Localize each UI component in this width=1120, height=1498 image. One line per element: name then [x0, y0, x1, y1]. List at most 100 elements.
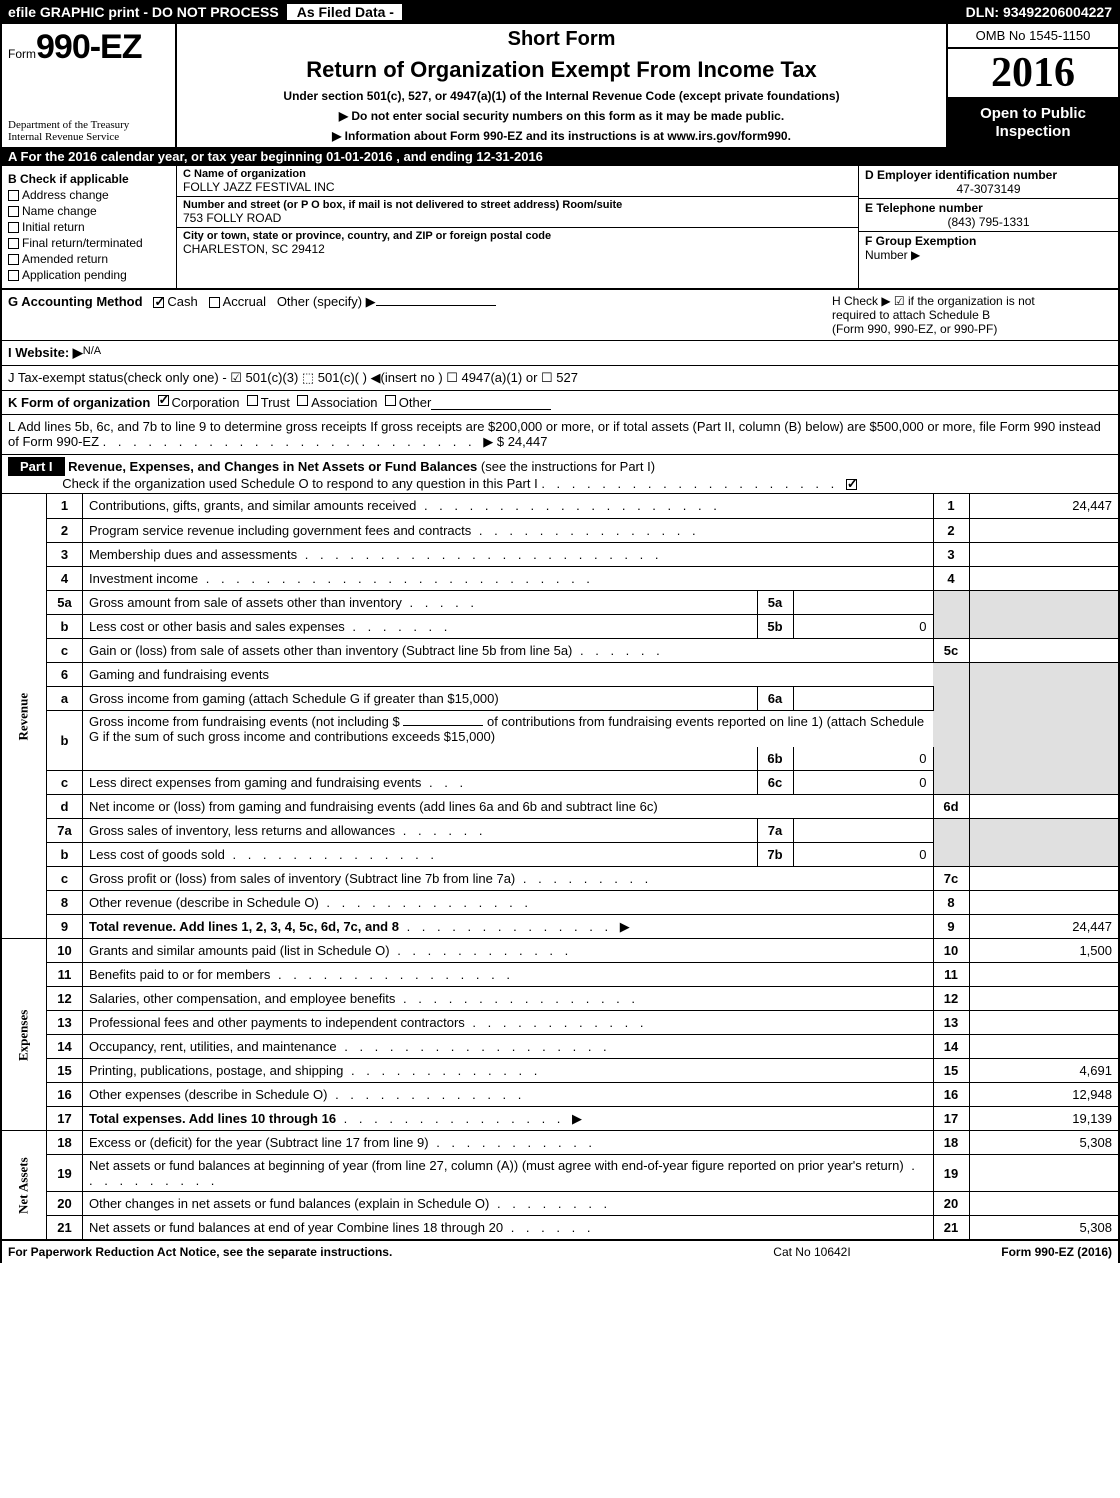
title-cell: Short Form Return of Organization Exempt…	[177, 24, 948, 147]
l6c-subamt: 0	[793, 771, 933, 795]
check-amended[interactable]: Amended return	[8, 252, 170, 266]
l5a-sub: 5a	[757, 590, 793, 614]
section-b-checks: B Check if applicable Address change Nam…	[2, 166, 177, 288]
city-row: City or town, state or province, country…	[177, 228, 858, 258]
check-name[interactable]: Name change	[8, 204, 170, 218]
corp-checkbox[interactable]	[158, 395, 169, 406]
dept-irs: Internal Revenue Service	[8, 131, 169, 143]
l6c-desc: Less direct expenses from gaming and fun…	[83, 771, 758, 795]
l16-desc: Other expenses (describe in Schedule O) …	[83, 1083, 934, 1107]
l6c-sub: 6c	[757, 771, 793, 795]
l7a-sub: 7a	[757, 819, 793, 843]
l17-num: 17	[47, 1107, 83, 1131]
other-label: Other (specify) ▶	[277, 294, 376, 309]
l21-desc: Net assets or fund balances at end of ye…	[83, 1216, 934, 1240]
l6d-amt	[969, 795, 1119, 819]
h-line2: required to attach Schedule B	[832, 308, 1112, 322]
l5b-subamt: 0	[793, 614, 933, 638]
other-input[interactable]	[376, 305, 496, 306]
l6-desc: Gaming and fundraising events	[83, 662, 934, 686]
other-org-input[interactable]	[431, 395, 551, 410]
accounting-label: G Accounting Method	[8, 294, 143, 309]
l6a-num: a	[47, 686, 83, 710]
line-15: 15 Printing, publications, postage, and …	[1, 1059, 1119, 1083]
l11-num: 11	[47, 963, 83, 987]
l18-num: 18	[47, 1131, 83, 1155]
l8-col: 8	[933, 891, 969, 915]
l15-amt: 4,691	[969, 1059, 1119, 1083]
phone-value: (843) 795-1331	[865, 215, 1112, 229]
trust-checkbox[interactable]	[247, 395, 258, 406]
l5c-amt	[969, 638, 1119, 662]
accrual-checkbox[interactable]	[209, 297, 220, 308]
dln-label: DLN: 93492206004227	[958, 4, 1120, 20]
line-5a: 5a Gross amount from sale of assets othe…	[1, 590, 1119, 614]
l5b-desc: Less cost or other basis and sales expen…	[83, 614, 758, 638]
line-16: 16 Other expenses (describe in Schedule …	[1, 1083, 1119, 1107]
inspect-line1: Open to Public	[980, 105, 1086, 122]
check-initial[interactable]: Initial return	[8, 220, 170, 234]
l13-desc: Professional fees and other payments to …	[83, 1011, 934, 1035]
footer-right: Form 990-EZ (2016)	[912, 1245, 1112, 1259]
l6d-desc: Net income or (loss) from gaming and fun…	[83, 795, 934, 819]
form-number: 990-EZ	[36, 28, 142, 67]
form-number-cell: Form 990-EZ Department of the Treasury I…	[2, 24, 177, 147]
footer-left: For Paperwork Reduction Act Notice, see …	[8, 1245, 712, 1259]
l3-num: 3	[47, 542, 83, 566]
cash-checkbox[interactable]	[153, 297, 164, 308]
section-h: H Check ▶ ☑ if the organization is not r…	[832, 294, 1112, 336]
l7b-subamt: 0	[793, 843, 933, 867]
street-label: Number and street (or P O box, if mail i…	[183, 199, 852, 211]
l7b-desc: Less cost of goods sold . . . . . . . . …	[83, 843, 758, 867]
l18-desc: Excess or (deficit) for the year (Subtra…	[83, 1131, 934, 1155]
l10-desc: Grants and similar amounts paid (list in…	[83, 939, 934, 963]
other-org-checkbox[interactable]	[385, 395, 396, 406]
l2-col: 2	[933, 518, 969, 542]
l6d-col: 6d	[933, 795, 969, 819]
phone-label: E Telephone number	[865, 201, 1112, 215]
l4-amt	[969, 566, 1119, 590]
l2-num: 2	[47, 518, 83, 542]
l19-num: 19	[47, 1155, 83, 1192]
l11-col: 11	[933, 963, 969, 987]
l6b-blank[interactable]	[403, 725, 483, 726]
l6a-desc: Gross income from gaming (attach Schedul…	[83, 686, 758, 710]
l16-num: 16	[47, 1083, 83, 1107]
l9-col: 9	[933, 915, 969, 939]
part-i-subtitle: (see the instructions for Part I)	[481, 459, 655, 474]
l17-amt: 19,139	[969, 1107, 1119, 1131]
line-11: 11 Benefits paid to or for members . . .…	[1, 963, 1119, 987]
l13-amt	[969, 1011, 1119, 1035]
line-13: 13 Professional fees and other payments …	[1, 1011, 1119, 1035]
l18-amt: 5,308	[969, 1131, 1119, 1155]
l4-num: 4	[47, 566, 83, 590]
group-exempt-row: F Group Exemption Number ▶	[859, 232, 1118, 288]
line-7c: c Gross profit or (loss) from sales of i…	[1, 867, 1119, 891]
l6d-num: d	[47, 795, 83, 819]
ein-value: 47-3073149	[865, 182, 1112, 196]
form-header: Form 990-EZ Department of the Treasury I…	[0, 24, 1120, 147]
l3-amt	[969, 542, 1119, 566]
open-inspection: Open to Public Inspection	[948, 99, 1118, 147]
tax-exempt-status: J Tax-exempt status(check only one) - ☑ …	[8, 370, 578, 386]
section-j: J Tax-exempt status(check only one) - ☑ …	[0, 366, 1120, 391]
check-final[interactable]: Final return/terminated	[8, 236, 170, 250]
l9-amt: 24,447	[969, 915, 1119, 939]
schedule-o-checkbox[interactable]	[846, 479, 857, 490]
line-7a: 7a Gross sales of inventory, less return…	[1, 819, 1119, 843]
l7a-subamt	[793, 819, 933, 843]
l6b-desc1: Gross income from fundraising events (no…	[83, 710, 934, 747]
l21-amt: 5,308	[969, 1216, 1119, 1240]
line-8: 8 Other revenue (describe in Schedule O)…	[1, 891, 1119, 915]
form-prefix: Form	[8, 47, 36, 61]
corp-label: Corporation	[172, 395, 240, 410]
check-address[interactable]: Address change	[8, 188, 170, 202]
part-i-header: Part I Revenue, Expenses, and Changes in…	[0, 455, 1120, 494]
l5a-desc: Gross amount from sale of assets other t…	[83, 590, 758, 614]
assoc-checkbox[interactable]	[297, 395, 308, 406]
trust-label: Trust	[261, 395, 290, 410]
check-pending[interactable]: Application pending	[8, 268, 170, 282]
year-cell: OMB No 1545-1150 2016 Open to Public Ins…	[948, 24, 1118, 147]
l14-num: 14	[47, 1035, 83, 1059]
l12-num: 12	[47, 987, 83, 1011]
